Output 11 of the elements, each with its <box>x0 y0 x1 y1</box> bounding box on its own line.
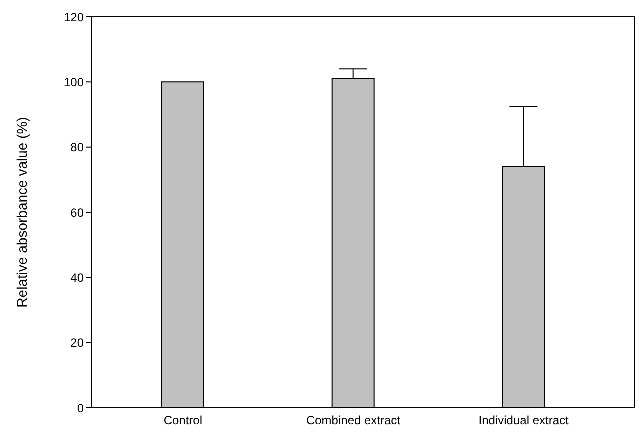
y-tick-label: 80 <box>70 140 84 155</box>
y-tick-label: 0 <box>77 401 84 416</box>
y-tick-label: 60 <box>70 206 84 220</box>
y-tick-label: 20 <box>70 336 84 350</box>
y-tick-label: 120 <box>64 10 84 24</box>
y-axis-title: Relative absorbance value (%) <box>14 117 30 308</box>
y-tick-label: 40 <box>70 270 84 285</box>
y-tick-label: 100 <box>64 75 84 90</box>
x-tick-label: Individual extract <box>478 414 570 428</box>
x-tick-label: Control <box>164 414 203 428</box>
x-tick-label: Combined extract <box>306 414 402 428</box>
